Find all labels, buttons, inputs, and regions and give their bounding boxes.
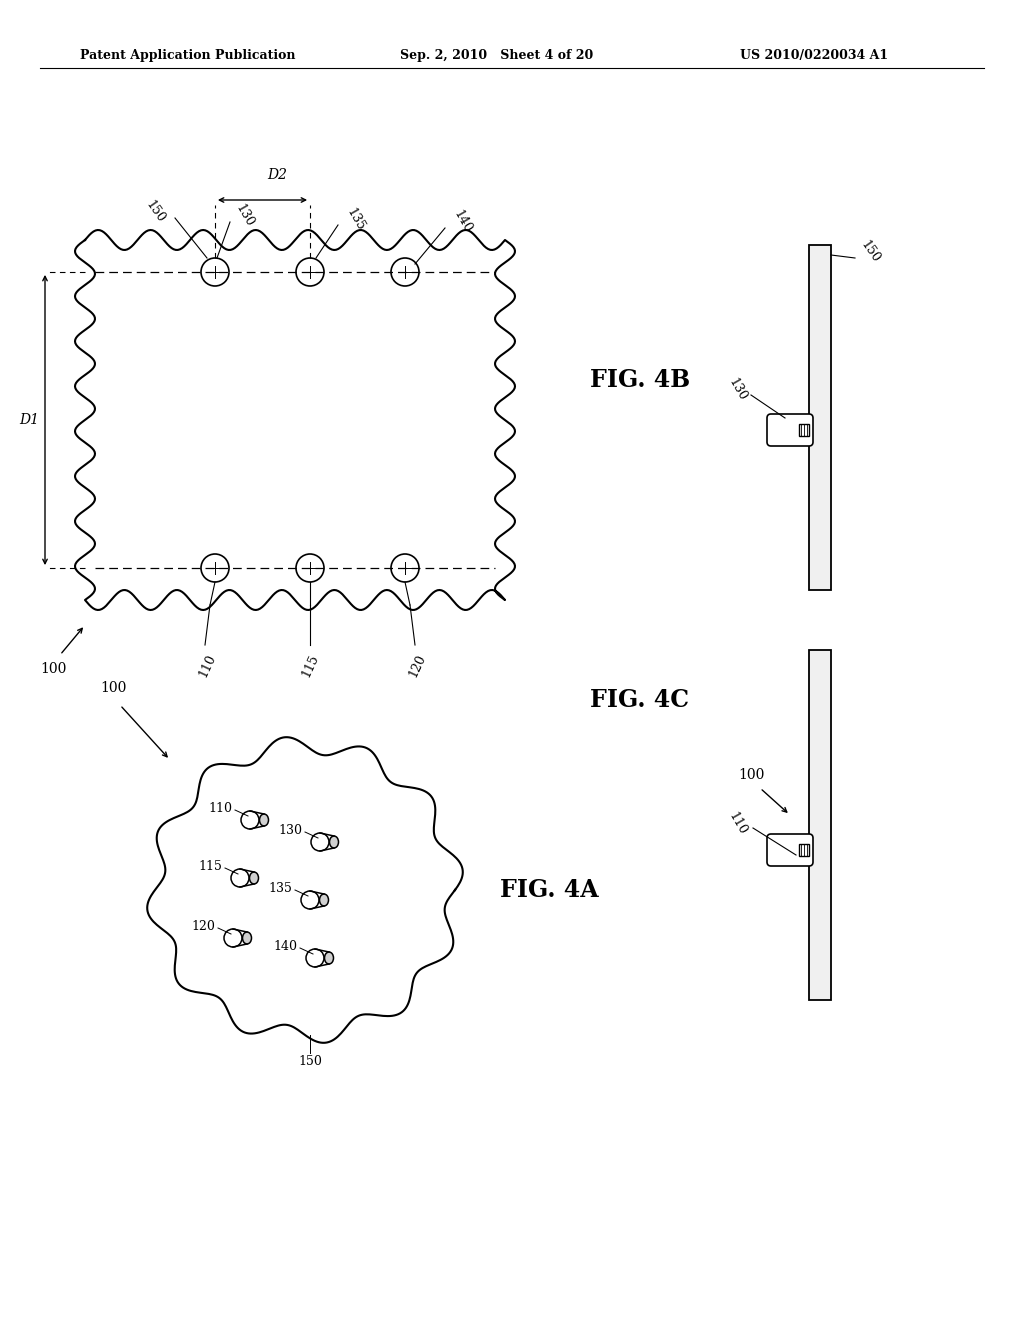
- Text: 150: 150: [298, 1055, 322, 1068]
- Text: 120: 120: [407, 652, 428, 678]
- FancyBboxPatch shape: [767, 414, 813, 446]
- Bar: [809, 246, 831, 590]
- Text: 130: 130: [278, 824, 302, 837]
- Bar: [799, 424, 809, 436]
- Ellipse shape: [325, 952, 334, 964]
- Ellipse shape: [243, 932, 252, 944]
- Text: Patent Application Publication: Patent Application Publication: [80, 49, 296, 62]
- Circle shape: [231, 869, 249, 887]
- Text: 135: 135: [344, 206, 368, 234]
- Circle shape: [306, 949, 324, 968]
- Bar: [799, 843, 809, 855]
- Text: 110: 110: [208, 801, 232, 814]
- Text: 150: 150: [142, 198, 167, 226]
- Text: 150: 150: [858, 239, 883, 265]
- Text: FIG. 4B: FIG. 4B: [590, 368, 690, 392]
- Text: 130: 130: [726, 376, 749, 404]
- Text: US 2010/0220034 A1: US 2010/0220034 A1: [740, 49, 888, 62]
- Text: 110: 110: [196, 652, 218, 680]
- Ellipse shape: [250, 873, 258, 884]
- Text: D1: D1: [19, 413, 39, 426]
- Ellipse shape: [330, 836, 339, 847]
- Text: 120: 120: [191, 920, 215, 932]
- Circle shape: [241, 810, 259, 829]
- Circle shape: [311, 833, 329, 851]
- Circle shape: [224, 929, 242, 946]
- Text: 115: 115: [299, 652, 321, 678]
- Text: 140: 140: [451, 209, 474, 236]
- Text: FIG. 4A: FIG. 4A: [500, 878, 599, 902]
- Circle shape: [301, 891, 319, 909]
- FancyBboxPatch shape: [767, 834, 813, 866]
- Ellipse shape: [319, 894, 329, 906]
- Text: 100: 100: [99, 681, 126, 696]
- Text: 100: 100: [738, 768, 765, 781]
- Text: 140: 140: [273, 940, 297, 953]
- Text: 130: 130: [233, 202, 256, 230]
- Bar: [809, 649, 831, 1001]
- Text: 110: 110: [726, 810, 749, 838]
- Text: 135: 135: [268, 882, 292, 895]
- Ellipse shape: [259, 814, 268, 826]
- Text: 100: 100: [40, 663, 67, 676]
- Text: 115: 115: [198, 859, 222, 873]
- Text: FIG. 4C: FIG. 4C: [590, 688, 689, 711]
- Text: D2: D2: [267, 168, 288, 182]
- Text: Sep. 2, 2010   Sheet 4 of 20: Sep. 2, 2010 Sheet 4 of 20: [400, 49, 593, 62]
